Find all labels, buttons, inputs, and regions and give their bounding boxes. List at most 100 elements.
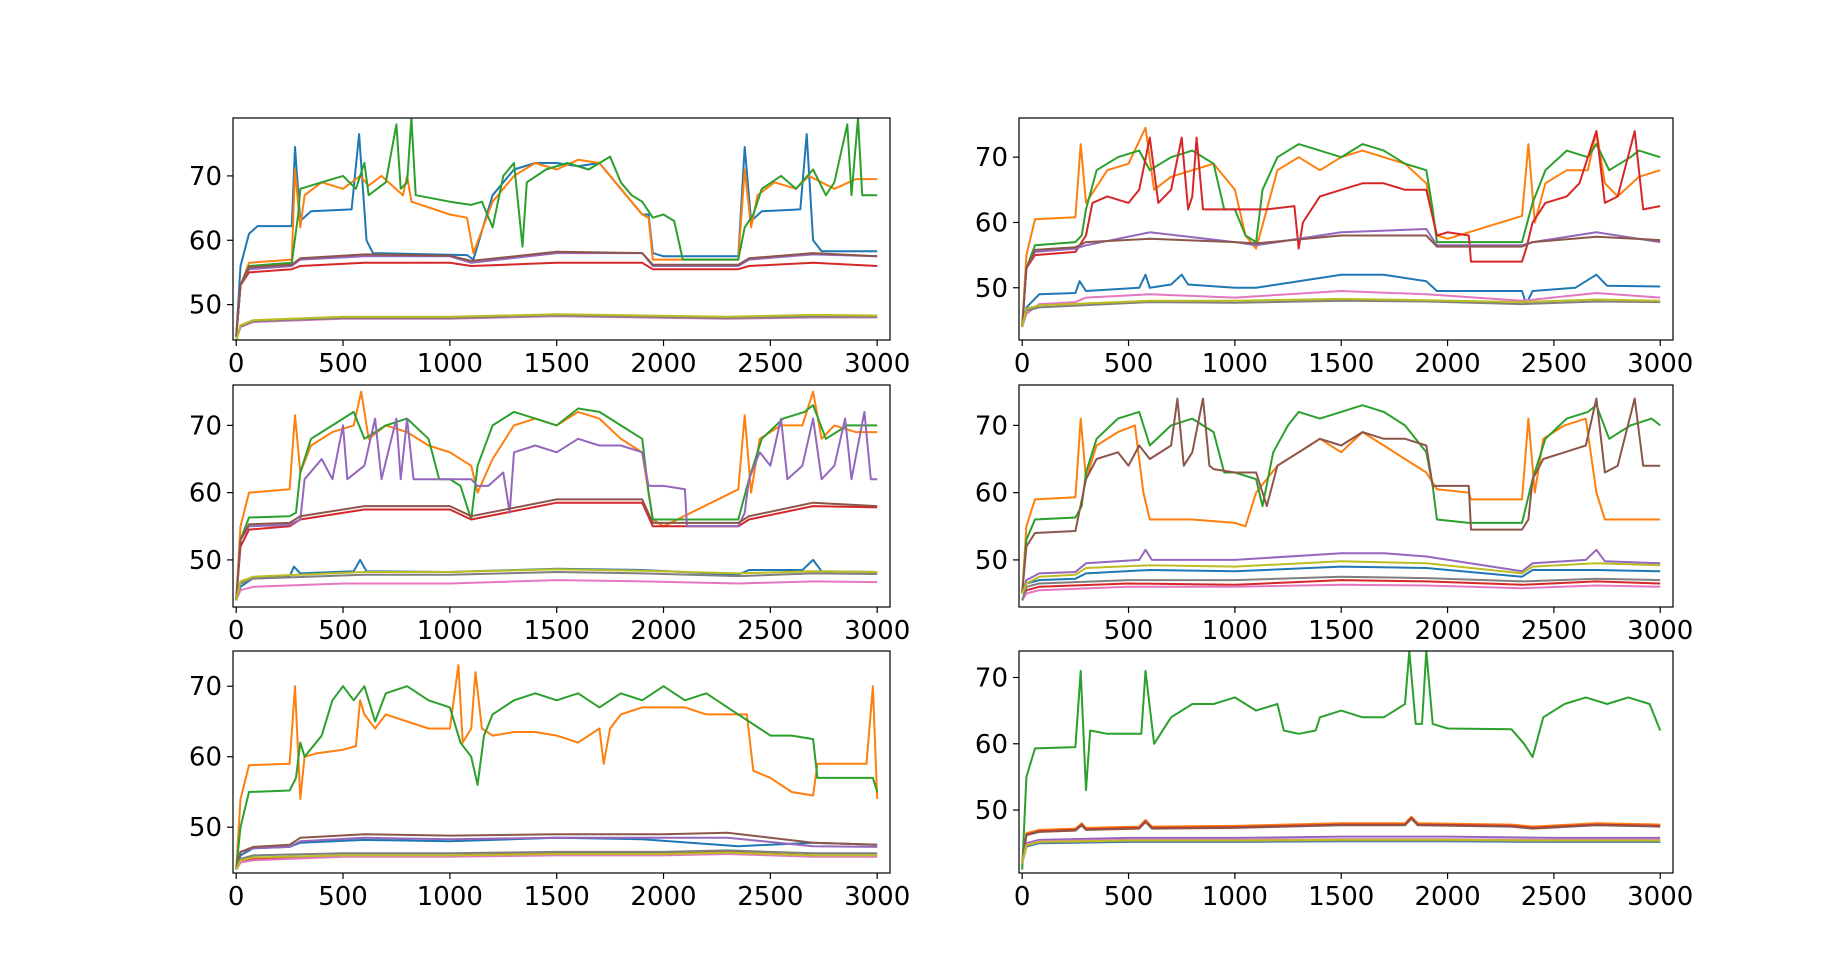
y-tick-label: 50 xyxy=(975,796,1008,826)
x-tick-label: 1000 xyxy=(1202,349,1268,379)
series-line-green xyxy=(1021,143,1661,327)
x-tick-label: 2000 xyxy=(1414,616,1480,646)
x-tick-label: 500 xyxy=(318,616,368,646)
y-tick-label: 70 xyxy=(189,411,222,441)
x-tick-label: 2000 xyxy=(630,349,696,379)
x-tick-label: 1000 xyxy=(417,349,483,379)
x-tick-label: 2000 xyxy=(630,882,696,912)
y-tick-label: 70 xyxy=(189,672,222,702)
plot-area xyxy=(235,390,878,601)
series-line-gray xyxy=(1021,575,1661,601)
x-tick-label: 0 xyxy=(228,616,245,646)
series-line-red xyxy=(1021,130,1661,327)
series-line-purple xyxy=(235,252,878,337)
x-tick-label: 1000 xyxy=(417,616,483,646)
y-tick-label: 70 xyxy=(975,143,1008,173)
y-tick-label: 50 xyxy=(975,546,1008,576)
x-tick-label: 2500 xyxy=(737,882,803,912)
series-line-purple xyxy=(1021,548,1661,594)
subplot-4: 500 1000 1500 2000 2500 3000 50 60 70 xyxy=(975,384,1693,646)
plot-area xyxy=(235,664,879,871)
x-tick-label: 2500 xyxy=(737,616,803,646)
series-line-orange xyxy=(1021,815,1661,864)
y-tick-label: 50 xyxy=(975,274,1008,304)
axes-frame xyxy=(1018,117,1674,341)
y-tick-label: 70 xyxy=(975,664,1008,694)
series-line-gray xyxy=(235,849,878,870)
subplot-5: 0 500 1000 1500 2000 2500 3000 50 60 70 xyxy=(189,650,910,912)
x-tick-label: 1000 xyxy=(1202,882,1268,912)
x-tick-label: 1500 xyxy=(1308,349,1374,379)
series-line-brown xyxy=(1021,234,1661,327)
subplot-2: 0 500 1000 1500 2000 2500 3000 50 60 70 xyxy=(975,117,1693,379)
series-line-gray xyxy=(235,314,878,340)
series-line-red xyxy=(235,501,878,601)
y-tick-label: 60 xyxy=(189,743,222,773)
series-line-brown xyxy=(1021,817,1661,864)
series-line-pink xyxy=(235,579,878,601)
x-tick-label: 1500 xyxy=(1308,616,1374,646)
x-tick-label: 1500 xyxy=(524,349,590,379)
x-tick-label: 500 xyxy=(318,882,368,912)
x-tick-label: 2500 xyxy=(1521,616,1587,646)
x-tick-label: 0 xyxy=(228,349,245,379)
x-tick-label: 1500 xyxy=(524,882,590,912)
x-tick-label: 1000 xyxy=(1202,616,1268,646)
axes-frame xyxy=(232,117,891,341)
subplot-1: 0 500 1000 1500 2000 2500 3000 50 60 70 xyxy=(189,117,910,379)
x-tick-label: 1500 xyxy=(1308,882,1374,912)
y-tick-label: 70 xyxy=(975,411,1008,441)
y-tick-label: 60 xyxy=(975,730,1008,760)
x-tick-label: 0 xyxy=(228,882,245,912)
x-tick-label: 0 xyxy=(1014,882,1031,912)
y-tick-label: 60 xyxy=(189,479,222,509)
series-line-purple xyxy=(1021,835,1661,864)
axes-frame xyxy=(1018,384,1674,608)
x-tick-label: 2000 xyxy=(630,616,696,646)
series-line-purple xyxy=(235,836,878,870)
x-tick-label: 2500 xyxy=(737,349,803,379)
series-line-orange xyxy=(235,158,878,337)
series-line-blue xyxy=(1021,565,1661,594)
x-tick-label: 2000 xyxy=(1414,349,1480,379)
subplot-3: 0 500 1000 1500 2000 2500 3000 50 60 70 xyxy=(189,384,910,646)
series-line-red xyxy=(1021,579,1661,601)
x-tick-label: 1000 xyxy=(417,882,483,912)
x-tick-label: 500 xyxy=(318,349,368,379)
series-line-pink xyxy=(1021,583,1661,601)
x-tick-label: 1500 xyxy=(524,616,590,646)
series-line-olive xyxy=(1021,560,1661,594)
y-tick-label: 60 xyxy=(975,479,1008,509)
x-tick-label: 2000 xyxy=(1414,882,1480,912)
x-tick-label: 3000 xyxy=(844,882,910,912)
axes-frame xyxy=(232,384,891,608)
x-tick-label: 0 xyxy=(1014,349,1031,379)
x-tick-label: 2500 xyxy=(1521,882,1587,912)
y-tick-label: 60 xyxy=(189,226,222,256)
x-tick-label: 3000 xyxy=(1627,349,1693,379)
plot-area xyxy=(235,118,878,340)
series-line-orange xyxy=(1021,126,1661,327)
x-tick-label: 500 xyxy=(1104,349,1154,379)
series-line-pink xyxy=(235,853,878,871)
plot-area xyxy=(1021,651,1662,870)
y-tick-label: 50 xyxy=(189,813,222,843)
series-line-purple xyxy=(235,410,878,601)
x-tick-label: 2500 xyxy=(1521,349,1587,379)
y-tick-label: 50 xyxy=(189,291,222,321)
x-tick-label: 500 xyxy=(1104,882,1154,912)
subplot-6: 0 500 1000 1500 2000 2500 3000 50 60 70 xyxy=(975,650,1693,912)
series-line-brown xyxy=(235,498,878,601)
series-line-orange xyxy=(235,664,879,870)
axes-frame xyxy=(232,650,891,874)
series-line-gray xyxy=(1021,299,1661,328)
series-line-gray xyxy=(235,571,878,601)
series-line-green xyxy=(235,118,878,337)
plot-area xyxy=(1021,397,1661,601)
y-tick-label: 60 xyxy=(975,208,1008,238)
series-line-blue xyxy=(1021,273,1661,328)
series-line-olive xyxy=(235,851,878,870)
x-tick-label: 3000 xyxy=(844,616,910,646)
series-line-red xyxy=(235,261,878,337)
series-line-olive xyxy=(1021,297,1661,328)
